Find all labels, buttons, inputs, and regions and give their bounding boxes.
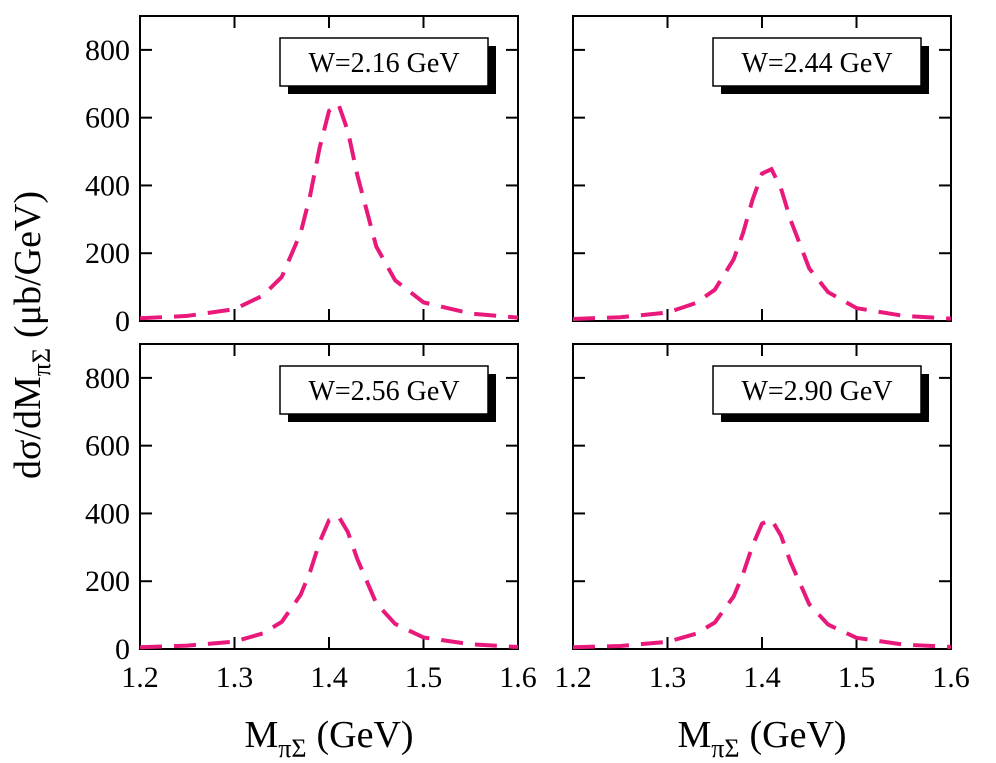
- y-tick-label: 800: [85, 34, 130, 67]
- plot-frame: [572, 343, 952, 650]
- x-label-main: M: [244, 714, 278, 756]
- annotation: W=2.44 GeV: [741, 48, 892, 79]
- curve: [572, 517, 952, 650]
- y-tick-label: 400: [85, 169, 130, 202]
- x-tick-label: 1.4: [310, 661, 348, 694]
- x-label-unit: (GeV): [750, 714, 847, 756]
- annotation-box: [279, 365, 489, 415]
- x-tick-label: 1.3: [216, 661, 254, 694]
- annotation: W=2.56 GeV: [308, 376, 459, 407]
- y-tick-label: 0: [115, 633, 130, 666]
- y-tick-label: 200: [85, 565, 130, 598]
- y-tick-label: 600: [85, 102, 130, 135]
- annotation-box: [712, 37, 922, 87]
- x-tick-label: 1.2: [554, 661, 592, 694]
- x-label-unit: (GeV): [317, 714, 414, 756]
- y-label-main: dσ/dM: [7, 376, 49, 479]
- plot-frame: [139, 15, 519, 322]
- plot-frame: [572, 15, 952, 322]
- y-label-sub: πΣ: [27, 348, 56, 376]
- y-tick-label: 0: [115, 305, 130, 338]
- x-tick-label: 1.5: [405, 661, 443, 694]
- annotation-box: [712, 365, 922, 415]
- annotation: W=2.16 GeV: [308, 48, 459, 79]
- y-tick-label: 400: [85, 497, 130, 530]
- y-tick-label: 800: [85, 362, 130, 395]
- plot-frame: [139, 343, 519, 650]
- curve: [139, 513, 519, 650]
- x-label-main: M: [677, 714, 711, 756]
- x-tick-label: 1.6: [932, 661, 970, 694]
- x-label-sub: πΣ: [711, 734, 739, 763]
- x-tick-label: 1.4: [743, 661, 781, 694]
- y-label-unit: (μb/GeV): [7, 191, 49, 338]
- x-label-sub: πΣ: [278, 734, 306, 763]
- y-tick-label: 200: [85, 237, 130, 270]
- x-tick-label: 1.2: [121, 661, 159, 694]
- y-axis-label: dσ/dMπΣ (μb/GeV): [7, 191, 56, 479]
- curve: [572, 166, 952, 321]
- y-tick-label: 600: [85, 430, 130, 463]
- x-axis-label: MπΣ (GeV): [244, 714, 413, 763]
- x-tick-label: 1.6: [499, 661, 537, 694]
- curve: [139, 100, 519, 321]
- x-axis-label: MπΣ (GeV): [677, 714, 846, 763]
- annotation-box: [279, 37, 489, 87]
- annotation: W=2.90 GeV: [741, 376, 892, 407]
- x-tick-label: 1.5: [838, 661, 876, 694]
- x-tick-label: 1.3: [649, 661, 687, 694]
